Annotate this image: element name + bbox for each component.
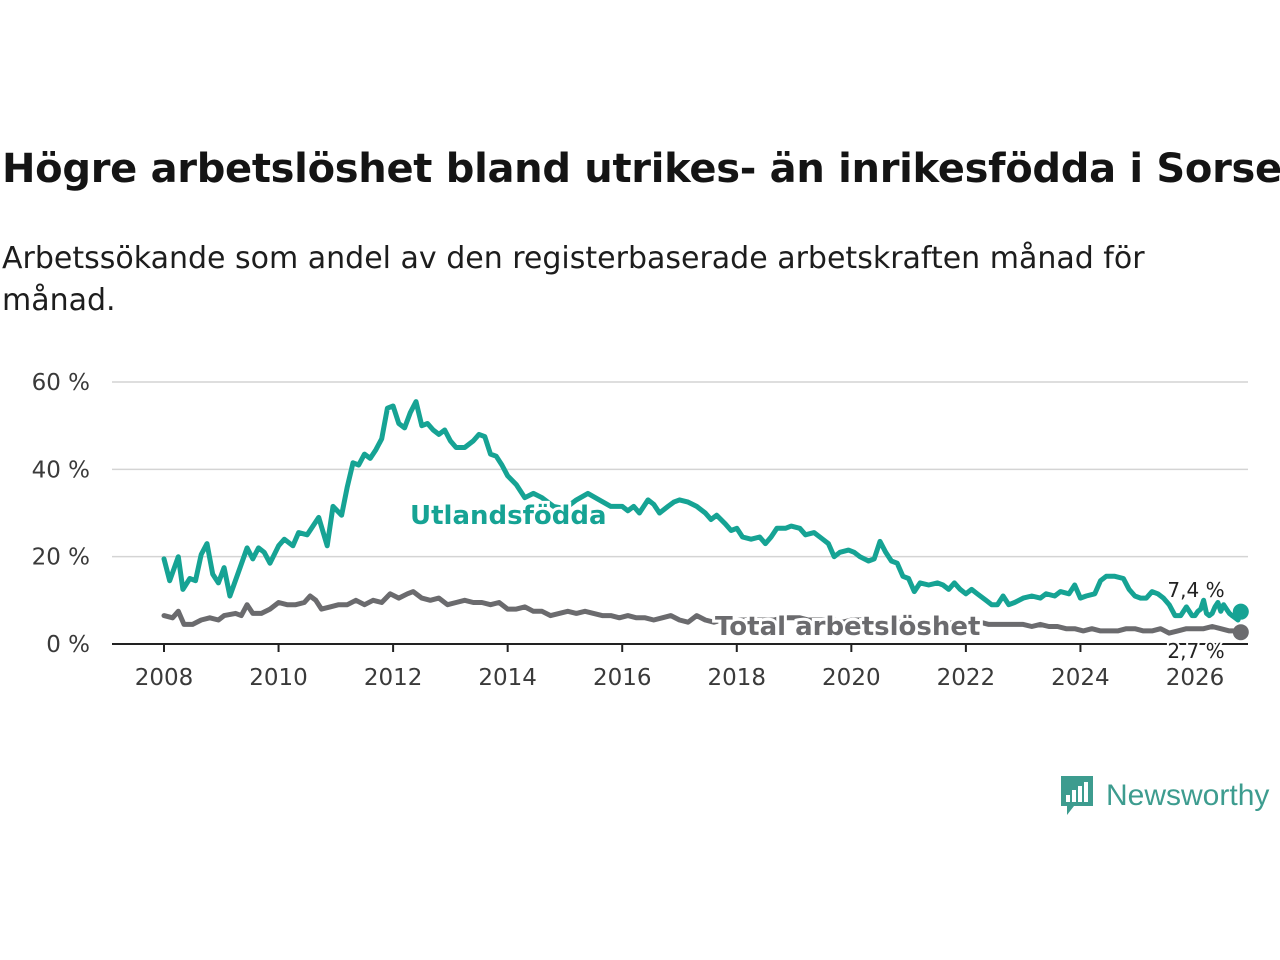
end-dot-total (1232, 624, 1249, 641)
x-tick-label: 2024 (1051, 665, 1110, 691)
y-tick-label: 0 % (46, 632, 90, 658)
series-line-utlandsfodda (161, 399, 1244, 623)
y-tick-label: 60 % (32, 370, 90, 396)
series-label-total: Total arbetslöshet (715, 612, 980, 642)
bar-chart-speech-bubble-icon (1061, 776, 1093, 815)
x-tick-label: 2018 (708, 665, 767, 691)
x-tick-label: 2010 (249, 665, 308, 691)
x-tick-label: 2008 (135, 665, 194, 691)
chart-title: Högre arbetslöshet bland utrikes- än inr… (2, 146, 1280, 192)
chart-subtitle: Arbetssökande som andel av den registerb… (2, 241, 1145, 318)
x-tick-label: 2014 (478, 665, 537, 691)
series-line-total (161, 589, 1244, 636)
y-tick-label: 20 % (32, 545, 90, 571)
end-label-utlandsfodda: 7,4 % (1167, 578, 1224, 602)
brand-logo[interactable]: Newsworthy (1058, 772, 1269, 820)
x-tick-label: 2012 (364, 665, 423, 691)
x-axis (112, 643, 1248, 652)
x-tick-label: 2022 (937, 665, 996, 691)
grid-lines (112, 381, 1248, 558)
x-tick-label: 2016 (593, 665, 652, 691)
x-tick-label: 2026 (1166, 665, 1225, 691)
y-tick-label: 40 % (32, 457, 90, 483)
brand-name: Newsworthy (1106, 779, 1270, 812)
chart-labels: 0 % 20 % 40 % 60 % 2008 2010 2012 2014 2016 2018 2… (32, 370, 1227, 691)
series-lines (161, 399, 1249, 641)
line-chart: 0 % 20 % 40 % 60 % 2008 2010 2012 2014 2016 2018 2… (32, 370, 1249, 691)
series-label-utlandsfodda: Utlandsfödda (410, 501, 607, 531)
x-tick-label: 2020 (822, 665, 881, 691)
end-dot-utlandsfodda (1232, 603, 1249, 620)
end-label-total: 2,7 % (1167, 639, 1224, 663)
